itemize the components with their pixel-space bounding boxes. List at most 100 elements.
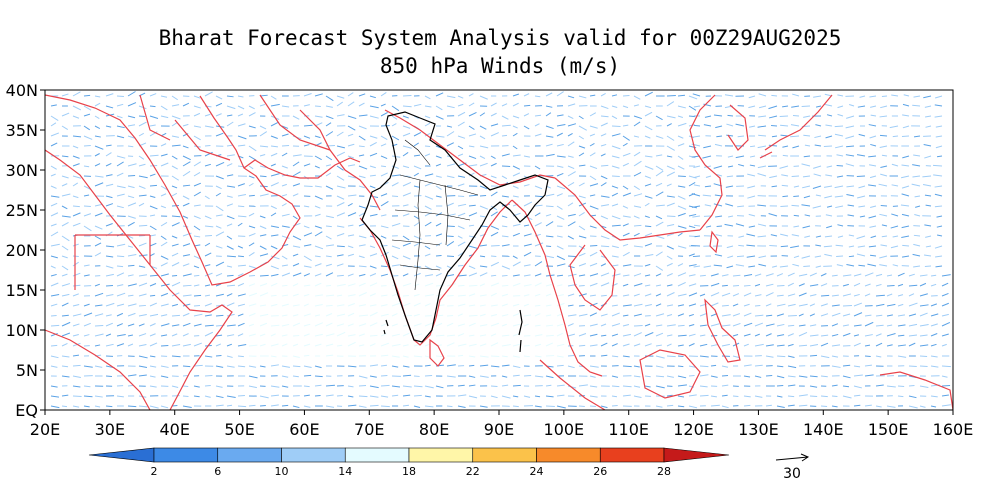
wind-vector xyxy=(611,355,619,358)
wind-vector xyxy=(768,212,778,217)
wind-vector xyxy=(501,225,508,228)
wind-vector xyxy=(380,304,388,307)
wind-vector xyxy=(160,235,167,241)
wind-vector xyxy=(83,144,91,147)
wind-vector xyxy=(468,93,474,97)
wind-vector xyxy=(292,171,301,177)
wind-vector xyxy=(248,251,255,257)
wind-vector xyxy=(402,181,412,187)
wind-vector xyxy=(666,304,674,307)
wind-vector xyxy=(556,302,565,307)
wind-vector xyxy=(325,155,333,161)
wind-vector xyxy=(424,205,432,210)
wind-vector xyxy=(259,253,269,257)
wind-vector xyxy=(105,245,115,248)
wind-vector xyxy=(270,364,279,367)
wind-vector xyxy=(699,385,708,388)
wind-vector xyxy=(61,215,71,218)
wind-vector xyxy=(545,334,554,337)
wind-vector xyxy=(116,255,125,258)
wind-vector xyxy=(358,255,365,259)
wind-vector xyxy=(688,95,698,100)
wind-vector xyxy=(127,91,136,97)
wind-vector xyxy=(868,155,877,158)
wind-vector xyxy=(171,385,179,388)
wind-vector xyxy=(814,255,822,258)
wind-vector xyxy=(446,131,455,137)
wind-vector xyxy=(666,313,673,317)
wind-vector xyxy=(567,213,576,217)
wind-vector xyxy=(215,245,223,249)
wind-vector xyxy=(688,405,698,409)
wind-vector xyxy=(171,135,179,138)
wind-vector xyxy=(776,365,784,368)
wind-vector xyxy=(725,203,734,207)
wind-vector xyxy=(847,204,855,207)
wind-vector xyxy=(457,241,466,247)
wind-vector xyxy=(501,195,509,198)
wind-vector xyxy=(314,322,324,327)
wind-vector xyxy=(864,283,871,287)
wind-vector xyxy=(556,114,564,117)
wind-vector xyxy=(702,194,712,197)
wind-vector xyxy=(259,365,266,368)
wind-vector xyxy=(677,395,685,398)
wind-vector xyxy=(83,135,93,140)
wind-vector xyxy=(259,313,269,317)
wind-vector xyxy=(226,302,235,307)
wind-vector xyxy=(523,251,532,257)
wind-vector xyxy=(193,284,200,287)
wind-vector xyxy=(798,375,808,378)
wind-vector xyxy=(716,135,723,138)
wind-vector xyxy=(870,105,877,108)
wind-vector xyxy=(911,183,921,187)
wind-vector xyxy=(768,144,778,147)
wind-vector xyxy=(259,165,267,169)
wind-vector xyxy=(732,333,739,337)
wind-vector xyxy=(490,304,498,307)
wind-vector xyxy=(358,375,368,379)
wind-vector xyxy=(83,94,91,97)
wind-vector xyxy=(748,105,756,109)
wind-vector xyxy=(347,202,353,207)
wind-vector xyxy=(826,225,833,229)
wind-vector xyxy=(941,282,949,287)
wind-vector xyxy=(545,304,552,307)
wind-vector xyxy=(726,265,734,269)
wind-vector xyxy=(721,365,729,368)
wind-vector xyxy=(281,284,288,287)
lon-tick-label: 140E xyxy=(803,420,844,439)
wind-vector xyxy=(859,95,866,98)
wind-vector xyxy=(836,264,844,267)
wind-vector xyxy=(677,155,684,160)
wind-vector xyxy=(914,214,921,217)
wind-vector xyxy=(567,141,575,147)
wind-vector xyxy=(757,223,767,227)
wind-vector xyxy=(292,375,299,378)
wind-vector xyxy=(193,364,203,367)
wind-vector xyxy=(655,375,665,378)
wind-vector xyxy=(501,364,510,367)
coastline-japan xyxy=(759,94,833,159)
wind-vector xyxy=(743,375,751,378)
wind-vector xyxy=(380,165,387,168)
wind-vector xyxy=(94,395,103,398)
wind-vector xyxy=(512,102,519,107)
wind-vector xyxy=(501,344,511,347)
wind-vector xyxy=(908,342,916,347)
wind-vector xyxy=(867,263,877,267)
wind-vector xyxy=(534,395,541,398)
wind-vector xyxy=(226,245,234,250)
wind-vector xyxy=(50,405,60,409)
wind-vector xyxy=(237,303,246,307)
wind-vector xyxy=(259,322,268,327)
wind-vector xyxy=(116,303,125,307)
wind-vector xyxy=(325,272,334,277)
wind-vector xyxy=(226,235,233,240)
wind-vector xyxy=(908,405,918,409)
wind-vector xyxy=(446,314,454,317)
wind-vector xyxy=(369,282,378,287)
wind-vector xyxy=(292,322,301,327)
wind-vector xyxy=(691,205,701,208)
wind-vector xyxy=(149,274,159,277)
